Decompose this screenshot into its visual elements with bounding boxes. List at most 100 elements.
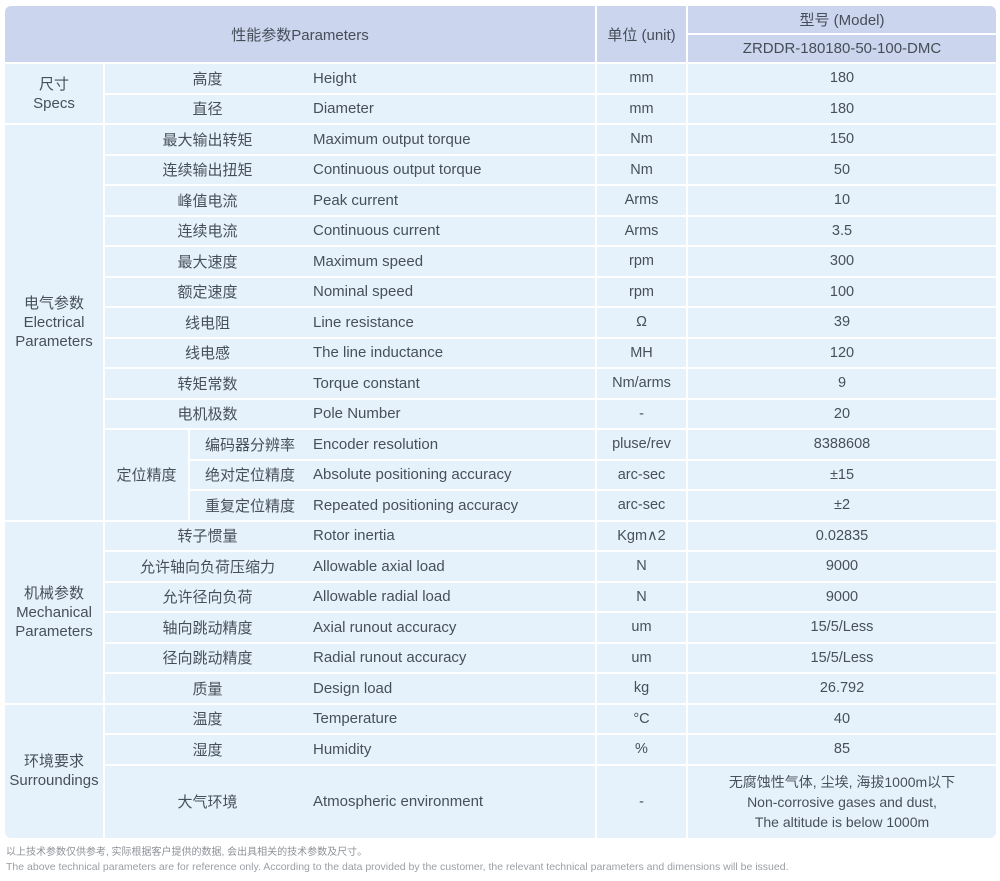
unit-cell: mm: [597, 94, 686, 123]
value-cell: 85: [688, 735, 996, 764]
table-row: 转子惯量 Rotor inertia Kgm∧2 0.02835: [105, 521, 996, 550]
unit-cell: N: [597, 582, 686, 611]
param-cell: 绝对定位精度 Absolute positioning accuracy: [190, 460, 595, 489]
param-cell: 连续输出扭矩 Continuous output torque: [105, 155, 595, 184]
param-cn: 线电阻: [184, 314, 230, 332]
param-cell: 线电阻 Line resistance: [105, 308, 595, 337]
spec-table: 性能参数Parameters 单位 (unit) 型号 (Model) ZRDD…: [5, 6, 996, 838]
unit-cell: °C: [597, 704, 686, 733]
section-mechanical: 机械参数 Mechanical Parameters 转子惯量 Rotor in…: [5, 521, 996, 703]
param-en: Maximum speed: [313, 252, 424, 270]
footnote: 以上技术参数仅供参考, 实际根据客户提供的数据, 会出具相关的技术参数及尺寸。 …: [6, 846, 996, 875]
value-cell: 40: [688, 704, 996, 733]
param-cell: 允许径向负荷 Allowable radial load: [105, 582, 595, 611]
table-row: 绝对定位精度 Absolute positioning accuracy arc…: [190, 460, 996, 489]
table-row: 直径 Diameter mm 180: [105, 94, 996, 123]
param-en: Encoder resolution: [313, 435, 439, 453]
param-cell: 重复定位精度 Repeated positioning accuracy: [190, 491, 595, 520]
section-specs: 尺寸 Specs 高度 Height mm 180 直径: [5, 64, 996, 123]
table-row: 连续输出扭矩 Continuous output torque Nm 50: [105, 155, 996, 184]
param-cell: 质量 Design load: [105, 674, 595, 703]
param-en: Line resistance: [313, 313, 414, 331]
param-cell: 允许轴向负荷压缩力 Allowable axial load: [105, 552, 595, 581]
table-row: 温度 Temperature °C 40: [105, 704, 996, 733]
value-line: Non-corrosive gases and dust,: [747, 793, 937, 810]
param-en: Nominal speed: [313, 283, 414, 301]
param-cn: 高度: [192, 70, 223, 88]
value-cell: 50: [688, 155, 996, 184]
param-cell: 连续电流 Continuous current: [105, 216, 595, 245]
value-cell: ±2: [688, 491, 996, 520]
value-line: The altitude is below 1000m: [754, 813, 930, 830]
table-row: 径向跳动精度 Radial runout accuracy um 15/5/Le…: [105, 643, 996, 672]
table-row: 额定速度 Nominal speed rpm 100: [105, 277, 996, 306]
param-cell: 湿度 Humidity: [105, 735, 595, 764]
footnote-cn: 以上技术参数仅供参考, 实际根据客户提供的数据, 会出具相关的技术参数及尺寸。: [6, 846, 368, 858]
table-body: 尺寸 Specs 高度 Height mm 180 直径: [5, 64, 996, 838]
param-en: Maximum output torque: [313, 130, 471, 148]
unit-cell: Arms: [597, 216, 686, 245]
header-model-label: 型号 (Model): [688, 6, 996, 33]
param-cell: 径向跳动精度 Radial runout accuracy: [105, 643, 595, 672]
param-en: Humidity: [313, 740, 372, 758]
section-en: Specs: [33, 94, 75, 112]
value-cell: 150: [688, 125, 996, 154]
table-row: 重复定位精度 Repeated positioning accuracy arc…: [190, 491, 996, 520]
unit-cell: MH: [597, 338, 686, 367]
value-cell: 无腐蚀性气体, 尘埃, 海拔1000m以下 Non-corrosive gase…: [688, 765, 996, 838]
unit-cell: um: [597, 643, 686, 672]
param-en: Rotor inertia: [313, 527, 395, 545]
param-cn: 重复定位精度: [204, 497, 295, 515]
section-header-specs: 尺寸 Specs: [5, 64, 103, 123]
param-en: Absolute positioning accuracy: [313, 466, 512, 484]
group-label: 定位精度: [105, 430, 188, 520]
param-cn: 湿度: [192, 741, 223, 759]
param-cell: 温度 Temperature: [105, 704, 595, 733]
table-row: 允许径向负荷 Allowable radial load N 9000: [105, 582, 996, 611]
value-cell: 39: [688, 308, 996, 337]
param-en: Temperature: [313, 710, 398, 728]
value-cell: 0.02835: [688, 521, 996, 550]
param-cell: 转子惯量 Rotor inertia: [105, 521, 595, 550]
section-en: Mechanical Parameters: [15, 603, 93, 640]
table-row: 高度 Height mm 180: [105, 64, 996, 93]
param-en: Pole Number: [313, 405, 401, 423]
value-cell: 120: [688, 338, 996, 367]
param-cell: 编码器分辨率 Encoder resolution: [190, 430, 595, 459]
param-cn: 转矩常数: [177, 375, 238, 393]
param-en: Height: [313, 69, 357, 87]
table-row: 质量 Design load kg 26.792: [105, 674, 996, 703]
unit-cell: %: [597, 735, 686, 764]
param-cn: 质量: [192, 680, 223, 698]
header-model-column: 型号 (Model) ZRDDR-180180-50-100-DMC: [688, 6, 996, 62]
section-en: Electrical Parameters: [15, 313, 93, 350]
param-en: Atmospheric environment: [313, 793, 484, 810]
unit-cell: mm: [597, 64, 686, 93]
unit-cell: Arms: [597, 186, 686, 215]
table-row: 线电阻 Line resistance Ω 39: [105, 308, 996, 337]
unit-cell: rpm: [597, 247, 686, 276]
param-cn: 轴向跳动精度: [162, 619, 253, 637]
section-header-mechanical: 机械参数 Mechanical Parameters: [5, 521, 103, 703]
unit-cell: um: [597, 613, 686, 642]
param-cn: 大气环境: [177, 794, 238, 811]
unit-cell: -: [597, 765, 686, 838]
value-cell: 180: [688, 94, 996, 123]
table-row: 允许轴向负荷压缩力 Allowable axial load N 9000: [105, 552, 996, 581]
section-header-surroundings: 环境要求 Surroundings: [5, 704, 103, 838]
section-cn: 尺寸: [38, 75, 69, 93]
header-unit: 单位 (unit): [597, 6, 686, 62]
value-cell: 15/5/Less: [688, 613, 996, 642]
value-cell: 180: [688, 64, 996, 93]
unit-cell: Kgm∧2: [597, 521, 686, 550]
param-cell: 线电感 The line inductance: [105, 338, 595, 367]
param-en: The line inductance: [313, 344, 444, 362]
table-row: 湿度 Humidity % 85: [105, 735, 996, 764]
section-electrical: 电气参数 Electrical Parameters 最大输出转矩 Maximu…: [5, 125, 996, 520]
section-cn: 电气参数: [23, 294, 84, 312]
param-cell: 轴向跳动精度 Axial runout accuracy: [105, 613, 595, 642]
unit-cell: Ω: [597, 308, 686, 337]
value-cell: 8388608: [688, 430, 996, 459]
param-cn: 允许轴向负荷压缩力: [139, 558, 275, 576]
